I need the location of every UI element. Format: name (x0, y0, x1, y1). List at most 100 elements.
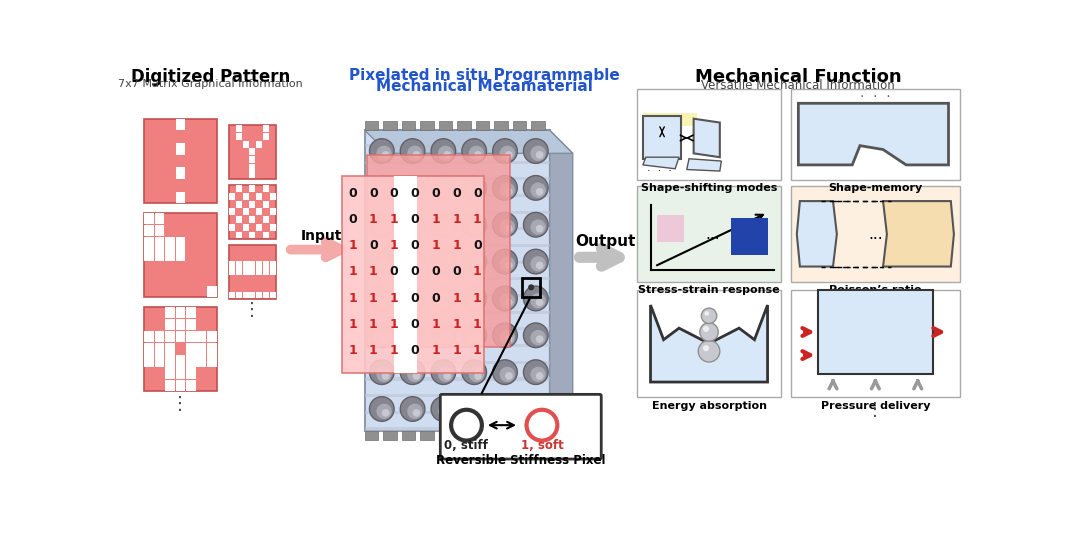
Circle shape (505, 261, 513, 269)
Text: 0: 0 (473, 187, 482, 200)
Text: Output: Output (576, 234, 636, 249)
Circle shape (492, 176, 517, 200)
Polygon shape (365, 130, 572, 153)
Bar (145, 331, 154, 342)
Circle shape (444, 225, 451, 232)
Bar (235, 133, 242, 140)
Text: 1: 1 (390, 318, 399, 331)
Circle shape (377, 367, 392, 382)
Circle shape (462, 249, 486, 274)
Circle shape (407, 403, 422, 419)
Text: 0: 0 (431, 266, 440, 279)
Text: Energy absorption: Energy absorption (651, 401, 767, 410)
Bar (144, 213, 217, 298)
Bar (256, 224, 262, 231)
Bar (365, 327, 550, 330)
Bar (256, 208, 262, 215)
Polygon shape (797, 201, 837, 267)
Text: 1: 1 (369, 318, 378, 331)
Circle shape (700, 323, 718, 341)
Bar (365, 211, 550, 214)
Circle shape (401, 286, 424, 310)
Bar (636, 90, 782, 180)
Circle shape (500, 146, 515, 161)
Bar (365, 130, 550, 430)
Bar (818, 289, 933, 374)
Circle shape (500, 293, 515, 308)
Text: 1: 1 (369, 213, 378, 226)
Circle shape (369, 139, 394, 164)
Circle shape (474, 299, 482, 306)
Circle shape (382, 372, 390, 380)
Circle shape (462, 286, 486, 310)
Circle shape (369, 323, 394, 348)
Circle shape (413, 261, 420, 269)
Text: 1: 1 (348, 266, 356, 279)
Text: 1: 1 (431, 239, 440, 252)
Bar (235, 268, 242, 275)
Text: 1: 1 (369, 266, 378, 279)
Circle shape (413, 151, 420, 159)
Text: 1: 1 (390, 344, 399, 357)
Circle shape (530, 183, 545, 198)
Circle shape (536, 372, 543, 380)
Bar (154, 225, 164, 237)
Bar (145, 249, 154, 261)
Circle shape (462, 176, 486, 200)
Bar (176, 249, 186, 261)
Text: 1: 1 (453, 318, 461, 331)
Bar (636, 186, 782, 282)
Circle shape (438, 367, 454, 382)
Bar (365, 411, 550, 414)
Circle shape (536, 299, 543, 306)
Circle shape (492, 360, 517, 384)
Circle shape (462, 139, 486, 164)
Circle shape (524, 139, 549, 164)
Circle shape (492, 397, 517, 421)
Circle shape (462, 212, 486, 237)
Bar (243, 193, 248, 200)
Polygon shape (402, 121, 416, 130)
Bar (197, 343, 206, 355)
Bar (176, 192, 186, 203)
Text: 0: 0 (369, 187, 378, 200)
Circle shape (382, 225, 390, 232)
Circle shape (505, 372, 513, 380)
Circle shape (703, 326, 710, 332)
Circle shape (505, 409, 513, 417)
Bar (197, 331, 206, 342)
Circle shape (431, 212, 456, 237)
Bar (243, 224, 248, 231)
Text: 1: 1 (348, 344, 356, 357)
Bar (249, 171, 256, 178)
Circle shape (474, 188, 482, 195)
Circle shape (431, 249, 456, 274)
Circle shape (469, 293, 484, 308)
Bar (229, 125, 276, 179)
Circle shape (438, 256, 454, 272)
Bar (154, 237, 164, 248)
Circle shape (382, 188, 390, 195)
Circle shape (413, 188, 420, 195)
Bar (235, 201, 242, 208)
Circle shape (474, 225, 482, 232)
Polygon shape (457, 430, 471, 440)
Text: ·  ·  ·: · · · (647, 166, 673, 176)
Polygon shape (531, 430, 544, 440)
Text: 1: 1 (453, 292, 461, 305)
Bar (365, 144, 550, 147)
Text: 1: 1 (431, 213, 440, 226)
Bar (154, 355, 164, 367)
Circle shape (474, 335, 482, 343)
Text: Reversible Stiffness Pixel: Reversible Stiffness Pixel (436, 454, 606, 467)
Polygon shape (365, 121, 378, 130)
Polygon shape (438, 430, 453, 440)
Circle shape (407, 219, 422, 235)
Bar (643, 117, 681, 159)
Bar (636, 289, 782, 397)
Bar (365, 244, 550, 247)
Text: 1: 1 (453, 239, 461, 252)
Bar (367, 155, 510, 347)
Circle shape (413, 335, 420, 343)
Circle shape (530, 293, 545, 308)
